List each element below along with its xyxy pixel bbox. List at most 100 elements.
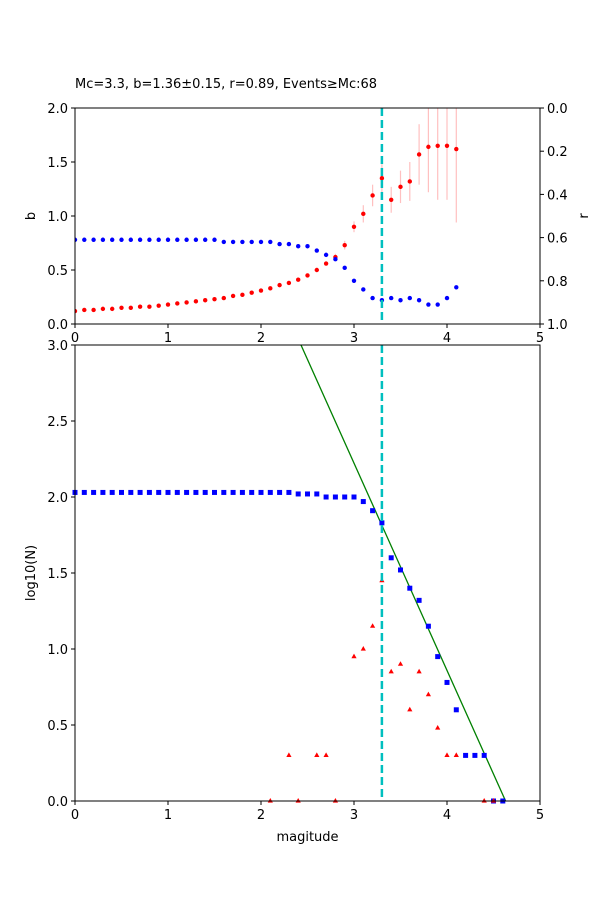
- dot-point: [212, 237, 217, 242]
- square-point: [81, 489, 87, 495]
- y2-tick-label: 0.8: [547, 275, 568, 290]
- square-point: [398, 567, 403, 573]
- dot-point: [82, 237, 87, 242]
- dot-point: [110, 306, 115, 312]
- dot-point: [137, 237, 143, 242]
- dot-point: [268, 239, 273, 245]
- fit-line: [300, 345, 507, 801]
- dot-point: [110, 237, 115, 242]
- square-point: [388, 555, 394, 561]
- dot-point: [426, 302, 431, 307]
- dot-point: [193, 299, 199, 304]
- dot-point: [184, 237, 189, 242]
- dot-point: [221, 239, 226, 245]
- square-point: [267, 489, 273, 495]
- dot-point: [407, 179, 412, 184]
- triangle-point: [314, 752, 320, 757]
- y-tick-label: 2.0: [47, 491, 68, 506]
- dot-point: [75, 308, 78, 314]
- y2-axis-label: r: [577, 213, 592, 219]
- x-tick-label: 0: [71, 808, 79, 823]
- dot-point: [361, 211, 366, 217]
- square-point: [109, 489, 115, 495]
- y-tick-label: 0.5: [47, 264, 68, 279]
- square-point: [119, 489, 124, 495]
- x-tick-label: 5: [536, 331, 544, 346]
- dot-point: [314, 248, 319, 253]
- triangle-point: [351, 653, 357, 659]
- triangle-point: [407, 706, 413, 712]
- x-tick-label: 3: [350, 808, 358, 823]
- y-tick-label: 0.0: [47, 318, 68, 333]
- dot-point: [156, 237, 161, 242]
- dot-point: [240, 239, 245, 245]
- dot-point: [203, 237, 208, 242]
- dot-point: [351, 224, 357, 229]
- dot-point: [342, 265, 347, 271]
- dot-point: [444, 295, 450, 301]
- square-point: [314, 491, 320, 497]
- square-point: [212, 489, 217, 495]
- x-tick-label: 2: [257, 808, 265, 823]
- square-point: [332, 494, 338, 500]
- dot-point: [323, 252, 329, 258]
- square-point: [128, 489, 134, 495]
- x-tick-label: 5: [536, 808, 544, 823]
- dot-point: [165, 237, 171, 242]
- dot-point: [240, 292, 245, 298]
- dot-point: [221, 295, 226, 301]
- square-point: [435, 654, 441, 660]
- x-tick-label: 0: [71, 331, 79, 346]
- dot-point: [100, 306, 106, 312]
- x-tick-label: 4: [443, 808, 451, 823]
- triangle-point: [425, 691, 431, 697]
- dot-point: [454, 146, 459, 152]
- dot-point: [323, 261, 329, 266]
- y2-tick-label: 0.2: [547, 145, 568, 160]
- triangle-point: [453, 752, 459, 757]
- triangle-point: [416, 668, 422, 674]
- dot-point: [156, 303, 161, 308]
- chart-title: Mc=3.3, b=1.36±0.15, r=0.89, Events≥Mc:6…: [75, 77, 377, 92]
- x-axis-label: magitude: [276, 830, 338, 845]
- dot-point: [342, 242, 347, 248]
- dot-point: [184, 300, 189, 305]
- dot-point: [286, 280, 292, 286]
- y-tick-label: 0.0: [47, 795, 68, 810]
- dot-point: [333, 257, 338, 262]
- dot-point: [137, 304, 143, 309]
- square-point: [351, 494, 357, 500]
- square-point: [481, 752, 487, 758]
- square-point: [137, 489, 143, 495]
- y-tick-label: 0.5: [47, 719, 68, 734]
- dot-point: [305, 244, 310, 249]
- triangle-point: [323, 752, 329, 757]
- square-point: [416, 597, 422, 603]
- dot-point: [370, 193, 375, 198]
- triangle-point: [360, 646, 366, 651]
- square-point: [342, 494, 348, 500]
- dot-point: [389, 197, 394, 202]
- dot-point: [361, 287, 366, 292]
- dot-point: [370, 295, 375, 301]
- dot-point: [268, 286, 273, 291]
- triangle-point: [388, 668, 394, 674]
- dot-point: [351, 278, 357, 283]
- square-point: [370, 508, 376, 514]
- dot-point: [286, 241, 292, 247]
- dot-point: [258, 239, 264, 245]
- triangle-point: [444, 752, 450, 757]
- dot-point: [147, 237, 152, 242]
- square-point: [472, 752, 478, 758]
- dot-point: [75, 237, 78, 242]
- y2-tick-label: 0.4: [547, 188, 568, 203]
- dot-point: [147, 304, 152, 309]
- dot-point: [407, 295, 412, 301]
- dot-point: [212, 296, 217, 302]
- dot-point: [203, 298, 208, 303]
- dot-point: [91, 307, 96, 313]
- square-point: [202, 489, 208, 495]
- dot-point: [91, 237, 96, 242]
- square-point: [425, 623, 431, 629]
